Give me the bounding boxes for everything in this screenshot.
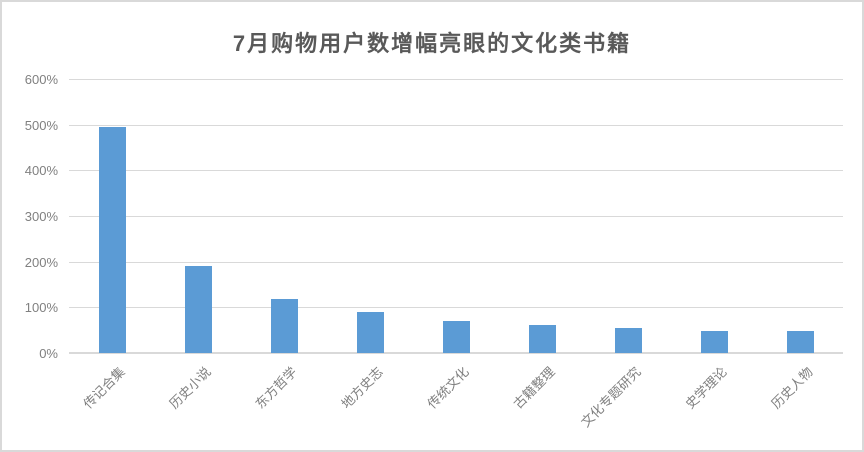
bar bbox=[700, 330, 728, 353]
x-tick-label: 历史小说 bbox=[166, 364, 214, 412]
gridline bbox=[69, 79, 843, 80]
bar bbox=[528, 324, 556, 353]
bar bbox=[442, 320, 470, 353]
x-tick-label: 史学理论 bbox=[682, 364, 730, 412]
x-tick-label: 传统文化 bbox=[424, 364, 472, 412]
chart-title: 7月购物用户数增幅亮眼的文化类书籍 bbox=[232, 31, 632, 56]
bar bbox=[786, 330, 814, 353]
bar bbox=[270, 299, 298, 353]
y-tick-label: 600% bbox=[24, 72, 58, 87]
y-tick-label: 100% bbox=[24, 300, 58, 316]
x-tick-label: 地方史志 bbox=[338, 364, 386, 412]
gridline bbox=[69, 261, 843, 263]
bar bbox=[184, 266, 212, 353]
gridline bbox=[69, 124, 843, 126]
y-tick-label: 300% bbox=[24, 209, 58, 224]
x-axis-line bbox=[69, 352, 843, 354]
y-tick-label: 200% bbox=[24, 254, 58, 270]
bar bbox=[98, 126, 126, 353]
x-tick-label: 古籍整理 bbox=[510, 364, 558, 412]
x-tick-label: 传记合集 bbox=[80, 364, 128, 412]
bar bbox=[356, 311, 384, 353]
x-tick-label: 东方哲学 bbox=[252, 364, 300, 412]
y-tick-label: 400% bbox=[24, 163, 58, 179]
gridline bbox=[69, 170, 843, 172]
x-tick-label: 历史人物 bbox=[768, 364, 816, 412]
y-tick-label: 500% bbox=[24, 117, 58, 133]
y-tick-label: 0% bbox=[39, 346, 58, 361]
gridline bbox=[69, 307, 843, 309]
x-tick-label: 文化专题研究 bbox=[577, 364, 644, 430]
gridline bbox=[69, 216, 843, 217]
bar bbox=[614, 327, 642, 353]
